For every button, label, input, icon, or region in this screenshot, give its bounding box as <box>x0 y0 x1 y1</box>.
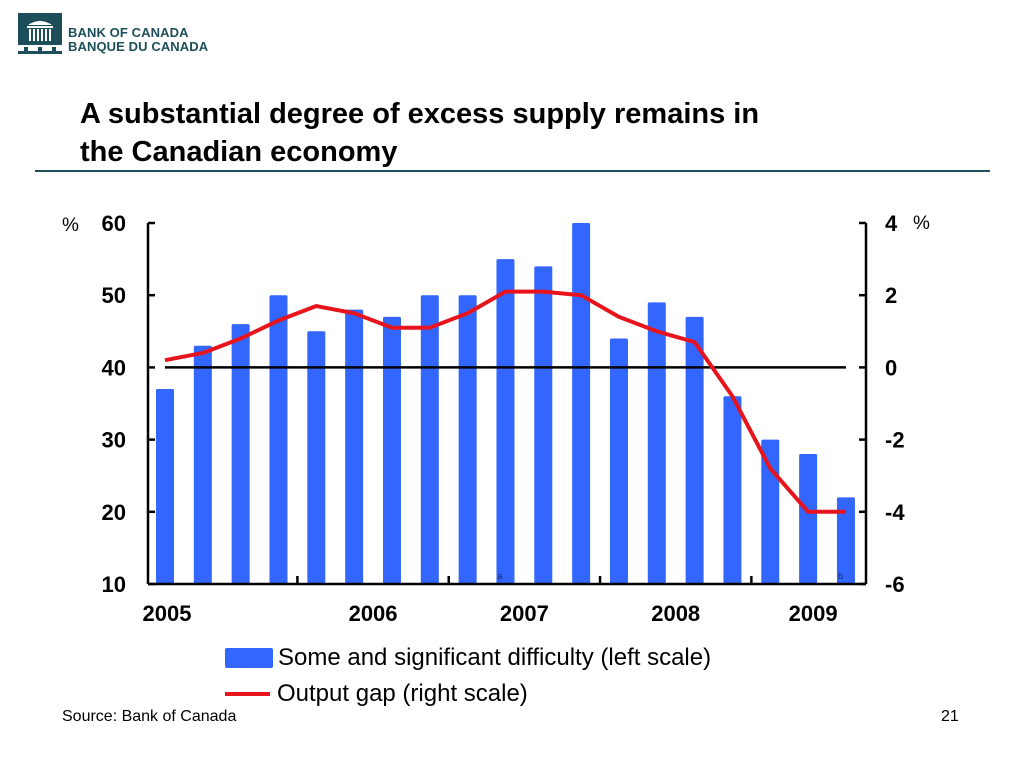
right-tick-label: 2 <box>885 283 897 308</box>
legend-item-bars: Some and significant difficulty (left sc… <box>225 640 711 676</box>
bar-2008Q4 <box>723 396 742 584</box>
bar-2008Q1 <box>609 338 628 584</box>
output-gap-line <box>164 289 846 514</box>
right-axis-unit: % <box>913 213 930 234</box>
legend-label-bars: Some and significant difficulty (left sc… <box>278 644 712 671</box>
legend-label-line: Output gap (right scale) <box>277 680 528 707</box>
bar-2007Q3 <box>534 266 553 584</box>
x-tick-label-2008: 2008 <box>651 601 700 626</box>
bar-2006Q3 <box>382 316 401 584</box>
title-line-2: the Canadian economy <box>80 136 398 168</box>
legend: Some and significant difficulty (left sc… <box>225 640 711 712</box>
legend-swatch-bar <box>225 648 273 668</box>
x-tick-label-2005: 2005 <box>143 601 192 626</box>
bar-2007Q2 <box>496 259 515 584</box>
bar-2007Q1 <box>458 295 477 584</box>
axes-layer <box>146 221 868 586</box>
legend-swatch-line <box>225 692 270 696</box>
annotation-b: b <box>838 571 843 581</box>
bar-2009Q1 <box>761 439 780 584</box>
bar-2009Q3 <box>836 497 855 584</box>
bar-2005Q3 <box>231 324 250 584</box>
x-tick-label-2007: 2007 <box>500 601 549 626</box>
bank-building-icon <box>18 13 62 54</box>
left-tick-label: 20 <box>102 500 126 525</box>
bank-logo: BANK OF CANADA BANQUE DU CANADA <box>18 13 208 55</box>
bar-2006Q4 <box>420 295 439 584</box>
legend-item-line: Output gap (right scale) <box>225 676 711 712</box>
right-tick-label: -6 <box>885 572 905 597</box>
left-tick-label: 40 <box>102 355 126 380</box>
bars-layer <box>156 223 855 584</box>
x-tick-label-2006: 2006 <box>349 601 398 626</box>
left-tick-label: 50 <box>102 283 126 308</box>
title-line-1: A substantial degree of excess supply re… <box>80 98 760 130</box>
bar-2005Q4 <box>269 295 288 584</box>
annotation-a: a <box>497 571 502 581</box>
bar-2007Q4 <box>572 223 591 584</box>
right-tick-label: 4 <box>885 211 898 236</box>
left-tick-label: 10 <box>102 572 126 597</box>
page-number: 21 <box>941 708 959 725</box>
bar-2008Q3 <box>685 316 704 584</box>
bar-2008Q2 <box>647 302 666 584</box>
right-tick-label: -2 <box>885 428 905 453</box>
right-tick-label: -4 <box>885 500 905 525</box>
bar-2005Q2 <box>193 345 212 584</box>
title-divider <box>35 170 990 172</box>
bar-2009Q2 <box>799 454 818 584</box>
left-axis-unit: % <box>62 215 79 236</box>
slide-title: A substantial degree of excess supply re… <box>80 95 940 171</box>
source-note: Source: Bank of Canada <box>62 708 237 725</box>
bar-2006Q1 <box>307 331 326 584</box>
left-tick-label: 60 <box>102 211 126 236</box>
right-tick-label: 0 <box>885 355 897 380</box>
logo-text-fr: BANQUE DU CANADA <box>68 39 209 54</box>
left-tick-label: 30 <box>102 428 126 453</box>
logo-text-en: BANK OF CANADA <box>68 25 189 40</box>
bar-2005Q1 <box>156 389 174 584</box>
bar-2006Q2 <box>345 309 364 584</box>
x-tick-label-2009: 2009 <box>789 601 838 626</box>
